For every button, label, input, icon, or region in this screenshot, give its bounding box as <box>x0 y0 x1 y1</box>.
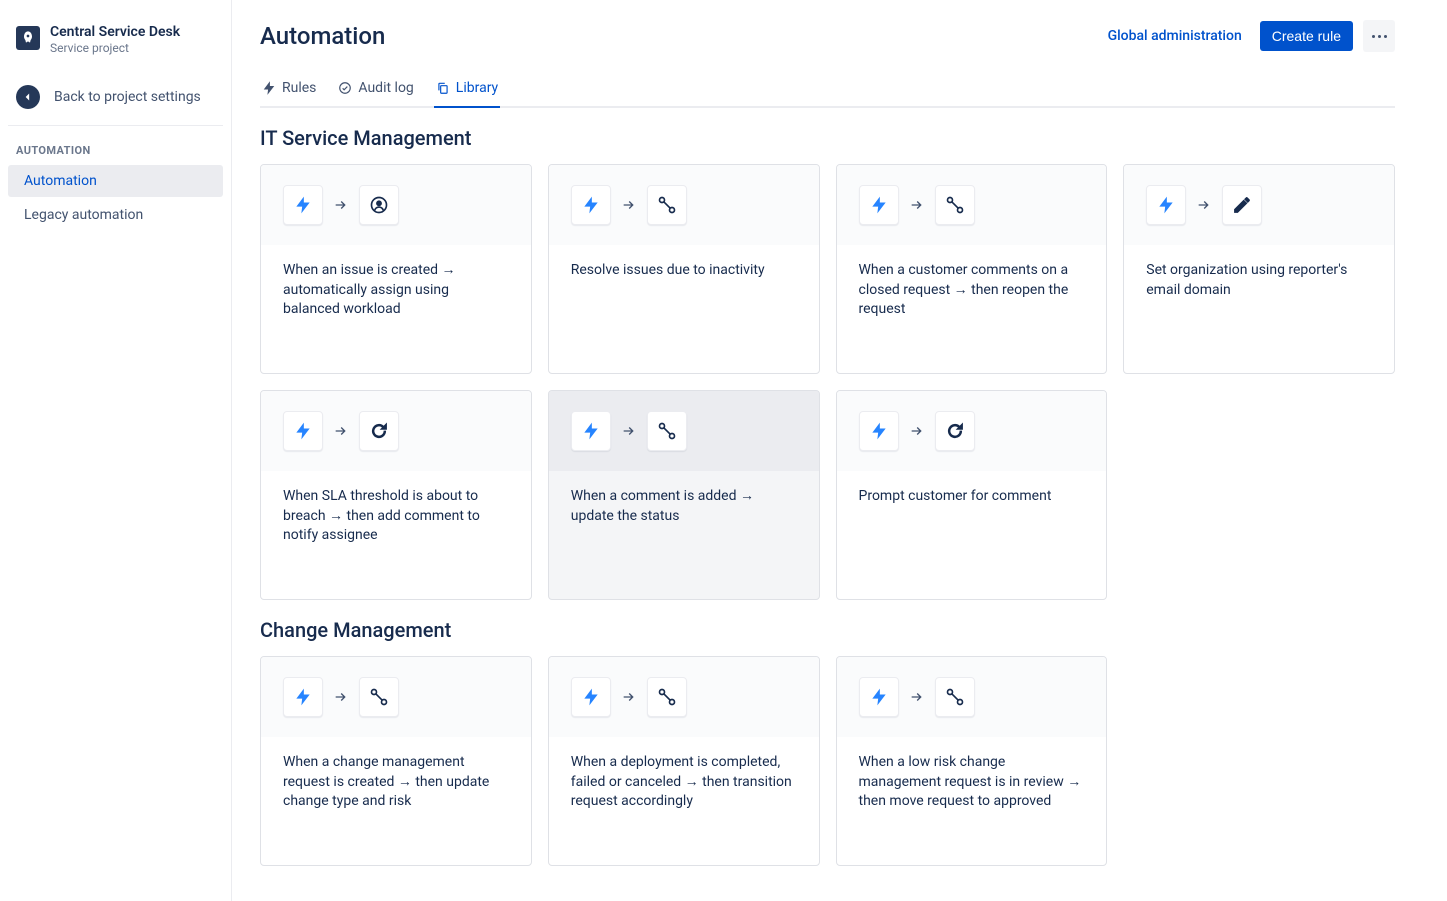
arrow-icon <box>333 423 349 439</box>
create-rule-button[interactable]: Create rule <box>1260 21 1353 51</box>
arrow-icon <box>621 689 637 705</box>
page-header: Automation Global administration Create … <box>260 20 1395 52</box>
card-text: When SLA threshold is about to breach → … <box>261 471 531 599</box>
card-header <box>549 391 819 471</box>
card-text: When a comment is added → update the sta… <box>549 471 819 599</box>
trigger-bolt-icon <box>283 411 323 451</box>
trigger-bolt-icon <box>571 185 611 225</box>
trigger-bolt-icon <box>859 677 899 717</box>
arrow-icon <box>621 423 637 439</box>
template-card[interactable]: When a comment is added → update the sta… <box>548 390 820 600</box>
sidebar-item-legacy-automation[interactable]: Legacy automation <box>8 199 223 231</box>
project-header: Central Service Desk Service project <box>0 24 231 75</box>
trigger-bolt-icon <box>571 677 611 717</box>
card-text: Prompt customer for comment <box>837 471 1107 599</box>
project-subtitle: Service project <box>50 41 180 55</box>
card-header <box>837 165 1107 245</box>
more-icon <box>1372 35 1387 38</box>
bolt-icon <box>262 81 276 95</box>
check-circle-icon <box>338 81 352 95</box>
page-title: Automation <box>260 22 385 50</box>
card-header <box>549 165 819 245</box>
template-card[interactable]: Resolve issues due to inactivity <box>548 164 820 374</box>
trigger-bolt-icon <box>859 185 899 225</box>
trigger-bolt-icon <box>283 677 323 717</box>
card-text: Resolve issues due to inactivity <box>549 245 819 373</box>
card-header <box>549 657 819 737</box>
global-administration-link[interactable]: Global administration <box>1100 22 1250 50</box>
section-title: IT Service Management <box>260 126 1395 150</box>
action-person-icon <box>359 185 399 225</box>
sidebar-section-label: AUTOMATION <box>0 138 231 165</box>
template-card[interactable]: When an issue is created → automatically… <box>260 164 532 374</box>
card-text: When a customer comments on a closed req… <box>837 245 1107 373</box>
arrow-icon <box>909 423 925 439</box>
header-actions: Global administration Create rule <box>1100 20 1395 52</box>
project-title: Central Service Desk <box>50 24 180 40</box>
divider <box>8 125 223 126</box>
template-card[interactable]: Prompt customer for comment <box>836 390 1108 600</box>
template-card[interactable]: When a deployment is completed, failed o… <box>548 656 820 866</box>
action-transition-icon <box>935 185 975 225</box>
card-header <box>261 391 531 471</box>
tab-library[interactable]: Library <box>434 74 500 108</box>
action-transition-icon <box>647 185 687 225</box>
template-card[interactable]: When SLA threshold is about to breach → … <box>260 390 532 600</box>
card-grid: When a change management request is crea… <box>260 656 1395 866</box>
template-card[interactable]: When a customer comments on a closed req… <box>836 164 1108 374</box>
trigger-bolt-icon <box>1146 185 1186 225</box>
sidebar: Central Service Desk Service project Bac… <box>0 0 232 901</box>
action-transition-icon <box>359 677 399 717</box>
action-refresh-icon <box>359 411 399 451</box>
sidebar-item-automation[interactable]: Automation <box>8 165 223 197</box>
tab-rules[interactable]: Rules <box>260 74 318 108</box>
card-header <box>261 657 531 737</box>
arrow-icon <box>621 197 637 213</box>
card-header <box>1124 165 1394 245</box>
action-transition-icon <box>647 677 687 717</box>
arrow-icon <box>1196 197 1212 213</box>
card-text: When a change management request is crea… <box>261 737 531 865</box>
card-text: When a low risk change management reques… <box>837 737 1107 865</box>
arrow-icon <box>909 197 925 213</box>
tabs: Rules Audit log Library <box>260 74 1395 108</box>
project-icon <box>16 26 40 50</box>
trigger-bolt-icon <box>571 411 611 451</box>
back-to-settings[interactable]: Back to project settings <box>0 75 231 125</box>
card-header <box>837 391 1107 471</box>
action-transition-icon <box>647 411 687 451</box>
arrow-icon <box>333 197 349 213</box>
arrow-icon <box>909 689 925 705</box>
trigger-bolt-icon <box>283 185 323 225</box>
card-grid: When an issue is created → automatically… <box>260 164 1395 600</box>
trigger-bolt-icon <box>859 411 899 451</box>
card-text: When an issue is created → automatically… <box>261 245 531 373</box>
action-refresh-icon <box>935 411 975 451</box>
more-actions-button[interactable] <box>1363 20 1395 52</box>
action-transition-icon <box>935 677 975 717</box>
arrow-icon <box>333 689 349 705</box>
tab-audit-log[interactable]: Audit log <box>336 74 415 108</box>
back-arrow-icon <box>16 85 40 109</box>
action-pencil-icon <box>1222 185 1262 225</box>
template-card[interactable]: When a change management request is crea… <box>260 656 532 866</box>
card-text: Set organization using reporter's email … <box>1124 245 1394 373</box>
copy-icon <box>436 81 450 95</box>
card-text: When a deployment is completed, failed o… <box>549 737 819 865</box>
section-title: Change Management <box>260 618 1395 642</box>
template-card[interactable]: When a low risk change management reques… <box>836 656 1108 866</box>
card-header <box>837 657 1107 737</box>
main-content: Automation Global administration Create … <box>232 0 1447 901</box>
card-header <box>261 165 531 245</box>
back-label: Back to project settings <box>54 89 201 105</box>
template-card[interactable]: Set organization using reporter's email … <box>1123 164 1395 374</box>
